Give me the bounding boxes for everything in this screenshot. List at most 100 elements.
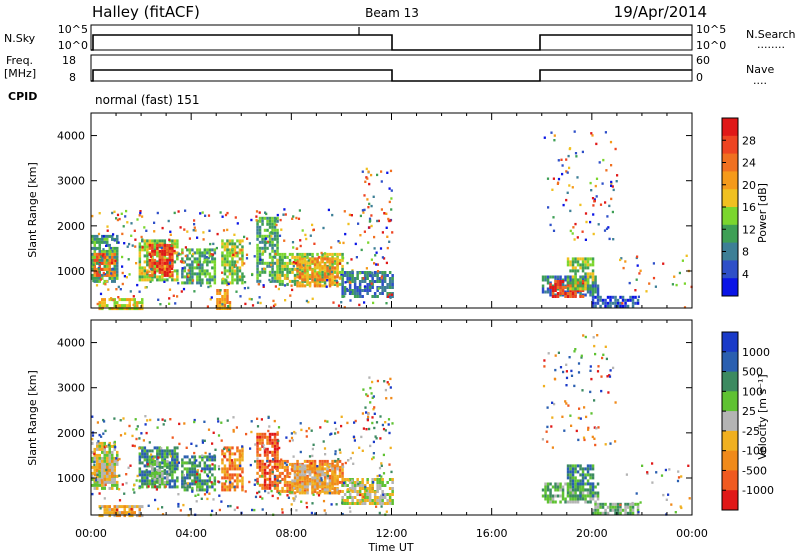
velocity-cell	[273, 486, 277, 490]
power-cell	[273, 273, 277, 277]
power-echo	[589, 181, 592, 185]
velocity-echo	[96, 421, 99, 424]
power-cell	[191, 269, 194, 273]
power-cell	[191, 272, 194, 276]
velocity-cell	[296, 459, 299, 463]
velocity-cell	[293, 467, 297, 471]
velocity-echo	[239, 464, 242, 467]
velocity-echo	[382, 493, 385, 496]
velocity-cell	[341, 480, 344, 484]
velocity-cell	[343, 484, 347, 487]
velocity-cell	[338, 465, 342, 469]
power-cell	[281, 258, 284, 262]
velocity-cell	[231, 476, 234, 480]
power-echo	[202, 261, 205, 264]
velocity-cell	[186, 467, 189, 471]
power-cell	[176, 254, 179, 258]
power-cell	[188, 278, 192, 282]
power-cell	[574, 287, 577, 291]
velocity-echo	[667, 493, 670, 496]
power-cell	[333, 281, 337, 285]
velocity-cell	[351, 484, 354, 487]
velocity-cell	[569, 464, 572, 468]
velocity-cell	[203, 467, 207, 471]
power-cell	[301, 272, 304, 276]
velocity-cell	[256, 444, 259, 448]
velocity-cell	[614, 508, 617, 512]
power-cell	[609, 298, 612, 302]
power-cell	[286, 270, 289, 274]
velocity-cell	[569, 500, 572, 504]
power-cell	[241, 281, 244, 285]
velocity-cell	[326, 464, 329, 468]
power-cell	[333, 270, 337, 274]
power-cell	[93, 267, 96, 271]
velocity-echo	[177, 502, 180, 506]
velocity-cell	[261, 471, 264, 475]
power-cell	[353, 292, 357, 295]
velocity-cell	[303, 491, 307, 495]
velocity-echo	[156, 426, 159, 429]
velocity-cell	[318, 459, 322, 463]
velocity-cell	[343, 493, 347, 496]
velocity-cell	[231, 473, 234, 477]
velocity-cell	[181, 464, 184, 468]
power-cell	[191, 275, 194, 279]
velocity-cell	[271, 468, 274, 472]
velocity-cell	[571, 500, 575, 504]
power-echo	[111, 211, 114, 215]
velocity-cell	[316, 491, 319, 495]
velocity-cell	[599, 502, 602, 506]
velocity-cell	[108, 465, 111, 469]
velocity-cell	[211, 473, 214, 477]
velocity-cell	[631, 511, 635, 515]
power-cell	[241, 272, 244, 276]
power-cell	[96, 258, 99, 262]
power-cell	[271, 267, 274, 271]
velocity-cell	[161, 458, 164, 462]
power-echo	[620, 257, 623, 260]
velocity-echo	[253, 508, 256, 512]
velocity-echo	[145, 431, 148, 435]
velocity-cell	[273, 480, 277, 484]
power-cell	[258, 279, 262, 283]
velocity-echo	[267, 464, 270, 467]
power-cell	[629, 298, 632, 302]
power-cell	[106, 237, 109, 241]
power-cell	[378, 280, 382, 283]
power-cell	[166, 273, 169, 277]
power-cell	[554, 286, 557, 289]
power-echo	[157, 298, 160, 301]
power-echo	[350, 258, 353, 261]
velocity-cell	[191, 455, 194, 459]
power-cell	[301, 284, 304, 288]
power-cell	[554, 275, 557, 279]
velocity-cell	[293, 491, 297, 495]
power-echo	[92, 263, 95, 266]
velocity-echo	[641, 464, 644, 467]
power-cell	[383, 286, 387, 289]
velocity-echo	[680, 475, 683, 478]
velocity-cell	[313, 459, 317, 463]
velocity-cell	[101, 444, 104, 448]
power-cell	[138, 257, 142, 261]
velocity-cell	[176, 452, 179, 456]
velocity-cell	[146, 485, 149, 489]
velocity-cell	[236, 467, 239, 471]
velocity-echo	[554, 368, 557, 372]
power-echo	[639, 269, 642, 272]
power-echo	[187, 269, 190, 272]
power-echo	[173, 249, 176, 253]
velocity-cell	[141, 485, 144, 489]
power-echo	[110, 297, 113, 300]
velocity-echo	[154, 485, 157, 488]
velocity-cell	[581, 488, 585, 492]
power-cell	[308, 284, 312, 288]
velocity-cell	[108, 480, 111, 484]
power-echo	[203, 258, 206, 262]
velocity-echo	[550, 425, 553, 428]
power-cell	[363, 274, 367, 277]
power-echo	[103, 273, 106, 276]
velocity-cell	[303, 473, 307, 477]
velocity-cell	[236, 464, 239, 468]
